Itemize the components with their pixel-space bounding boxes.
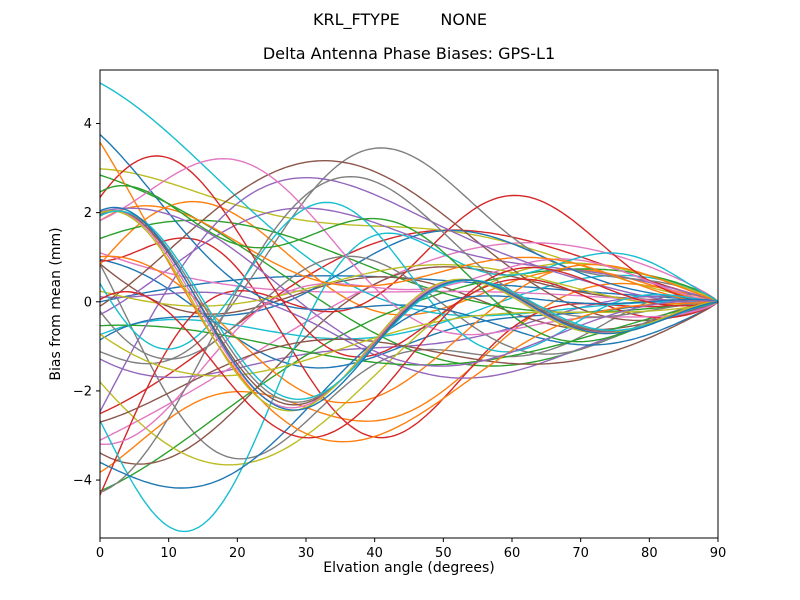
series-line <box>100 263 718 307</box>
y-tick-label: −2 <box>73 384 92 399</box>
x-axis-label: Elvation angle (degrees) <box>323 560 495 576</box>
series-line <box>100 141 718 443</box>
y-tick-label: 4 <box>84 117 92 132</box>
series-line <box>100 184 718 343</box>
y-tick-label: −4 <box>73 474 92 489</box>
chart-title: Delta Antenna Phase Biases: GPS-L1 <box>262 44 556 63</box>
series-line <box>100 206 718 411</box>
series-line <box>100 282 718 473</box>
x-tick-label: 20 <box>229 546 246 561</box>
x-tick-label: 90 <box>710 546 727 561</box>
series-line <box>100 295 718 489</box>
series-line <box>100 207 718 367</box>
series-line <box>100 210 718 400</box>
series-line <box>100 159 718 322</box>
y-tick-label: 0 <box>84 295 92 310</box>
y-tick-label: 2 <box>84 206 92 221</box>
series-line <box>100 201 718 353</box>
x-tick-label: 50 <box>435 546 452 561</box>
x-tick-label: 30 <box>298 546 315 561</box>
series-line <box>100 252 718 303</box>
x-tick-label: 40 <box>366 546 383 561</box>
series-line <box>100 229 718 415</box>
series-line <box>100 175 718 494</box>
series-line <box>100 301 718 377</box>
x-tick-label: 80 <box>641 546 658 561</box>
series-line <box>100 266 718 439</box>
series-line <box>100 147 718 365</box>
x-tick-label: 70 <box>572 546 589 561</box>
figure-suptitle: KRL_FTYPE NONE <box>312 10 488 29</box>
x-tick-label: 60 <box>504 546 521 561</box>
series-line <box>100 200 718 316</box>
series-group <box>100 82 718 533</box>
x-tick-label: 0 <box>96 546 104 561</box>
series-line <box>100 205 718 303</box>
axes-spine <box>99 69 719 539</box>
series-line <box>100 262 718 466</box>
series-line <box>100 133 718 346</box>
x-tick-label: 10 <box>160 546 177 561</box>
series-line <box>100 232 718 533</box>
y-axis-label: Bias from mean (mm) <box>48 227 64 381</box>
series-line <box>100 176 718 413</box>
series-line <box>100 258 718 445</box>
series-line <box>100 301 718 366</box>
